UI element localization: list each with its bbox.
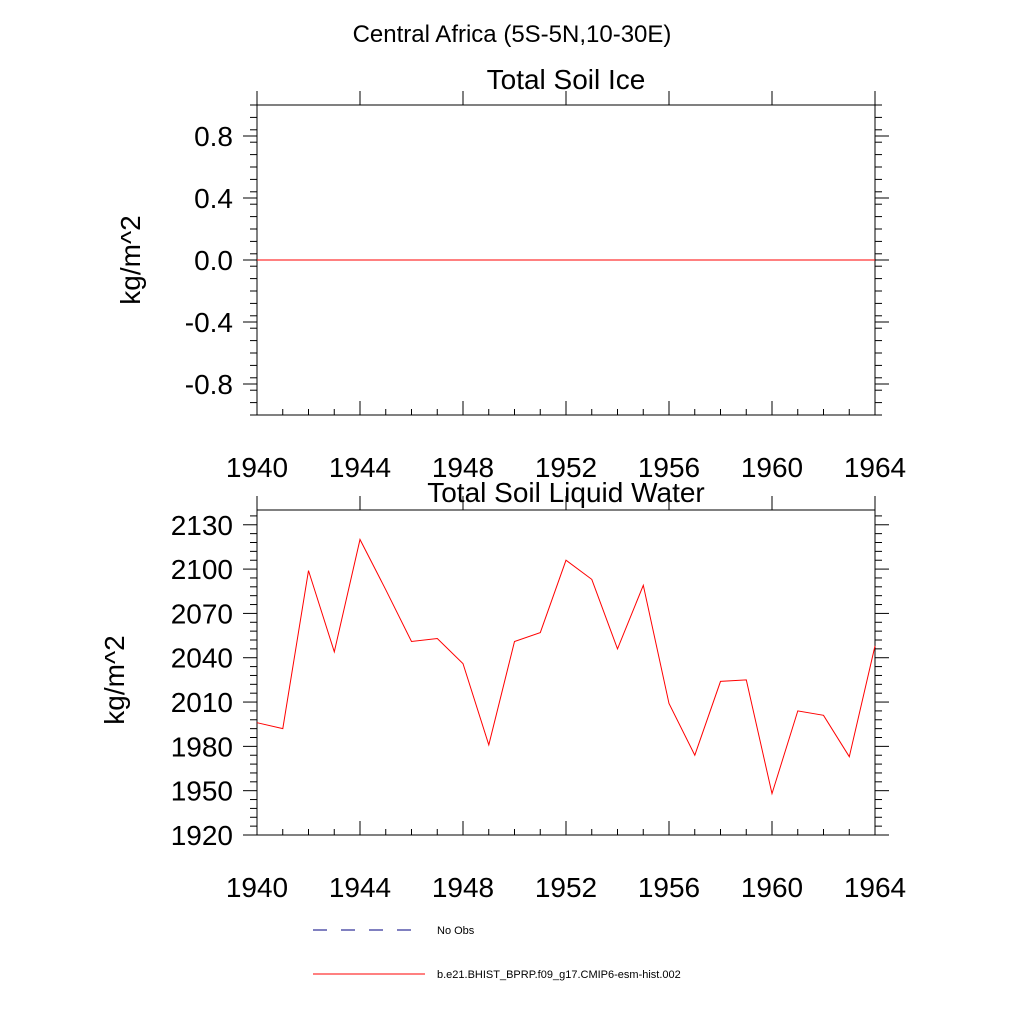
marks-soil-ice: 1940 1944 1948 1952 1956 1960 1964 -0.8 -0.4 0.0 0… xyxy=(185,91,906,483)
y-tick-label: 2010 xyxy=(171,687,233,718)
x-tick-label: 1940 xyxy=(226,452,288,483)
panel-title-soil-ice: Total Soil Ice xyxy=(487,64,646,95)
y-tick-label: -0.8 xyxy=(185,369,233,400)
y-tick-label: 2130 xyxy=(171,510,233,541)
y-axis-label-soil-ice: kg/m^2 xyxy=(115,215,146,304)
y-tick-label: 2100 xyxy=(171,554,233,585)
legend-label-model-run: b.e21.BHIST_BPRP.f09_g17.CMIP6-esm-hist.… xyxy=(437,969,681,981)
x-tick-label: 1948 xyxy=(432,452,494,483)
y-tick-label: 0.8 xyxy=(194,121,233,152)
y-tick-label: 2070 xyxy=(171,598,233,629)
x-tick-label: 1964 xyxy=(844,452,906,483)
y-tick-label: 1920 xyxy=(171,820,233,851)
marks-soil-liquid-water: 1940 1944 1948 1952 1956 1960 1964 1920 1950 1980… xyxy=(171,496,906,903)
y-tick-label: 0.4 xyxy=(194,183,233,214)
y-tick-label: 2040 xyxy=(171,643,233,674)
x-tick-label: 1952 xyxy=(535,452,597,483)
x-tick-label: 1944 xyxy=(329,872,391,903)
y-tick-label: -0.4 xyxy=(185,307,233,338)
figure-title: Central Africa (5S-5N,10-30E) xyxy=(353,21,672,48)
x-tick-label: 1960 xyxy=(741,452,803,483)
series-line xyxy=(256,538,876,796)
y-axis-label-soil-liquid-water: kg/m^2 xyxy=(99,635,130,724)
legend-item-model-run: b.e21.BHIST_BPRP.f09_g17.CMIP6-esm-hist.… xyxy=(313,969,681,981)
legend: No Obs b.e21.BHIST_BPRP.f09_g17.CMIP6-es… xyxy=(313,925,681,981)
y-tick-label: 1980 xyxy=(171,731,233,762)
x-tick-label: 1964 xyxy=(844,872,906,903)
x-tick-label: 1944 xyxy=(329,452,391,483)
y-tick-label: 0.0 xyxy=(194,245,233,276)
x-tick-label: 1956 xyxy=(638,452,700,483)
x-tick-label: 1952 xyxy=(535,872,597,903)
x-tick-label: 1940 xyxy=(226,872,288,903)
y-tick-label: 1950 xyxy=(171,776,233,807)
legend-label-no-obs: No Obs xyxy=(437,925,475,937)
x-tick-label: 1960 xyxy=(741,872,803,903)
panel-total-soil-liquid-water: Total Soil Liquid Water kg/m^2 1940 1944 1… xyxy=(99,477,906,903)
legend-item-no-obs: No Obs xyxy=(313,925,475,937)
panel-total-soil-ice: Total Soil Ice kg/m^2 1940 1944 1948 1952 19… xyxy=(115,64,906,483)
plot-frame-soil-liquid-water xyxy=(256,509,876,836)
x-tick-label: 1948 xyxy=(432,872,494,903)
x-tick-label: 1956 xyxy=(638,872,700,903)
